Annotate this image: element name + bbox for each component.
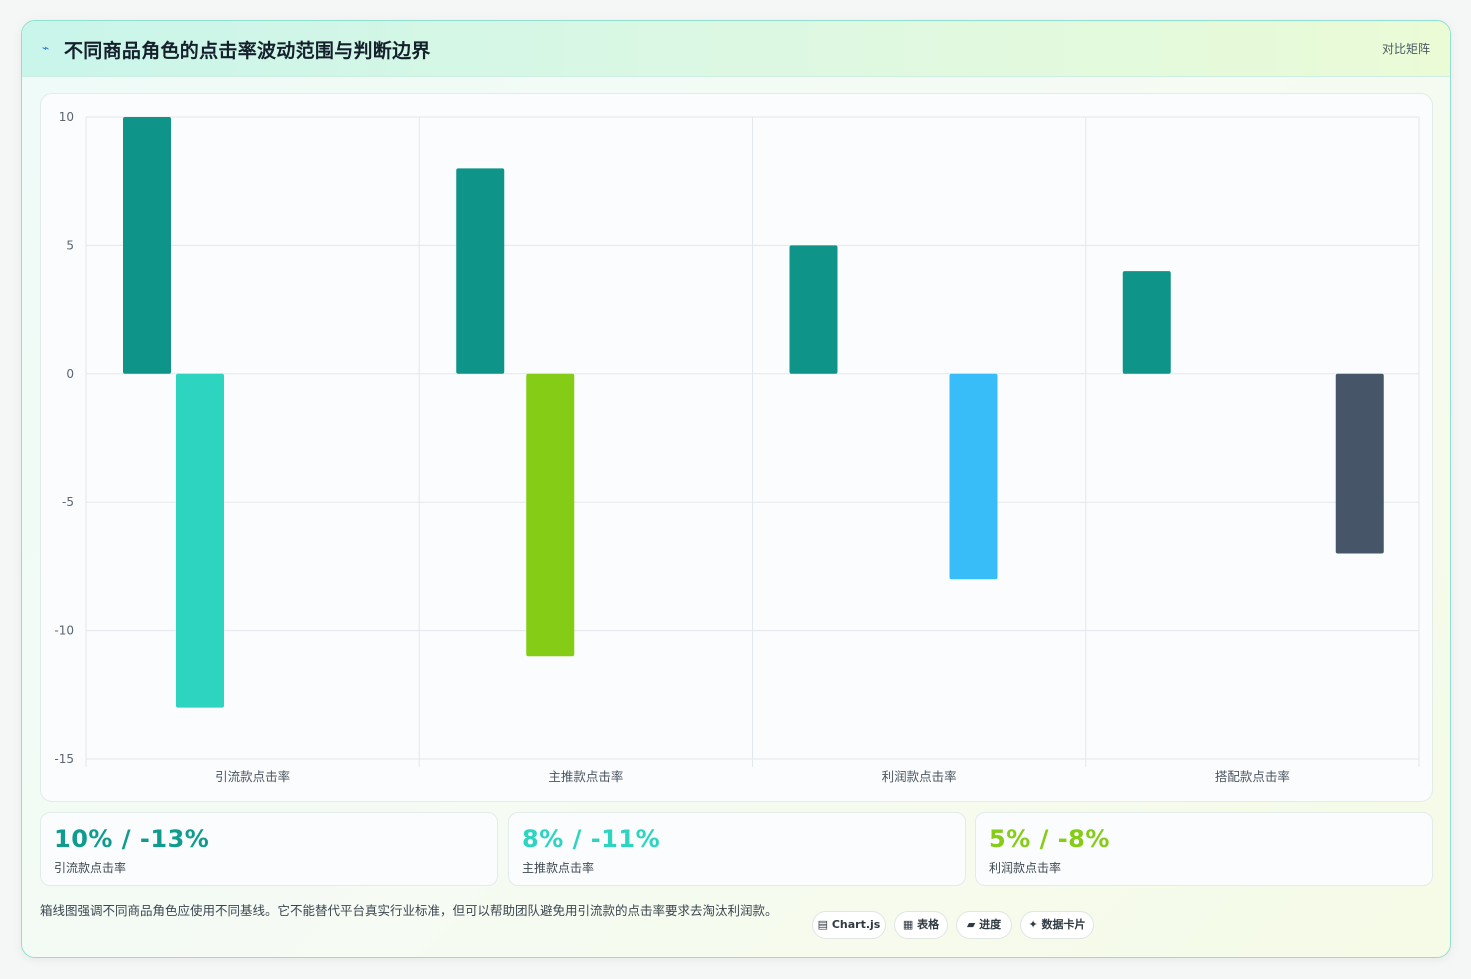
- chart-grid: [85, 116, 1420, 767]
- x-tick-label: 搭配款点击率: [1215, 769, 1290, 784]
- y-tick-label: -15: [54, 752, 74, 766]
- bar-negative: [176, 373, 224, 708]
- bar-positive: [789, 245, 838, 374]
- stat-label: 主推款点击率: [522, 861, 595, 875]
- bar-positive: [1122, 271, 1171, 374]
- y-tick-label: 5: [66, 238, 74, 252]
- chart-panel: 10 5 0 -5 -10 -15 引流款点击率 主推款点击率 利润款点击率 搭配款点击率: [40, 93, 1433, 802]
- dashboard-card: ⌁ 不同商品角色的点击率波动范围与判断边界 对比矩阵 10 5 0 -5 -10 -15 引…: [21, 20, 1451, 958]
- y-tick-label: -10: [54, 624, 74, 638]
- bar-negative: [1335, 373, 1384, 554]
- spark-icon: ⌁: [42, 41, 50, 55]
- chip-chartjs[interactable]: ▤ Chart.js: [812, 911, 886, 939]
- x-tick-label: 引流款点击率: [215, 769, 290, 784]
- bar-negative: [526, 373, 575, 657]
- chart-bars: [123, 117, 1384, 708]
- stat-card-1: 10% / -13% 引流款点击率: [40, 812, 498, 886]
- page-title: 不同商品角色的点击率波动范围与判断边界: [64, 40, 431, 62]
- bar-negative: [949, 373, 998, 580]
- stat-label: 引流款点击率: [54, 861, 127, 875]
- footer-note: 箱线图强调不同商品角色应使用不同基线。它不能替代平台真实行业标准，但可以帮助团队…: [40, 903, 778, 918]
- bar-positive: [123, 117, 171, 374]
- chip-table[interactable]: ▦ 表格: [894, 911, 948, 939]
- stat-value: 5% / -8%: [989, 825, 1110, 853]
- x-tick-label: 利润款点击率: [882, 769, 957, 784]
- stat-card-2: 8% / -11% 主推款点击率: [508, 812, 966, 886]
- header-tag: 对比矩阵: [1381, 42, 1430, 56]
- bar-positive: [456, 168, 505, 374]
- stat-card-3: 5% / -8% 利润款点击率: [975, 812, 1433, 886]
- y-tick-label: 10: [59, 110, 74, 124]
- chip-data-card[interactable]: ✦ 数据卡片: [1020, 911, 1094, 939]
- stat-value: 8% / -11%: [522, 825, 661, 853]
- chip-progress[interactable]: ▰ 进度: [956, 911, 1012, 939]
- bar-chart: 10 5 0 -5 -10 -15 引流款点击率 主推款点击率 利润款点击率 搭配款点击率: [54, 110, 1420, 784]
- stat-label: 利润款点击率: [989, 861, 1062, 875]
- chart-labels: 10 5 0 -5 -10 -15 引流款点击率 主推款点击率 利润款点击率 搭配款点击率: [54, 110, 1289, 784]
- y-tick-label: -5: [62, 495, 74, 509]
- y-tick-label: 0: [66, 367, 74, 381]
- x-tick-label: 主推款点击率: [548, 769, 623, 784]
- card-header: ⌁ 不同商品角色的点击率波动范围与判断边界 对比矩阵: [22, 21, 1450, 77]
- stat-value: 10% / -13%: [54, 825, 210, 853]
